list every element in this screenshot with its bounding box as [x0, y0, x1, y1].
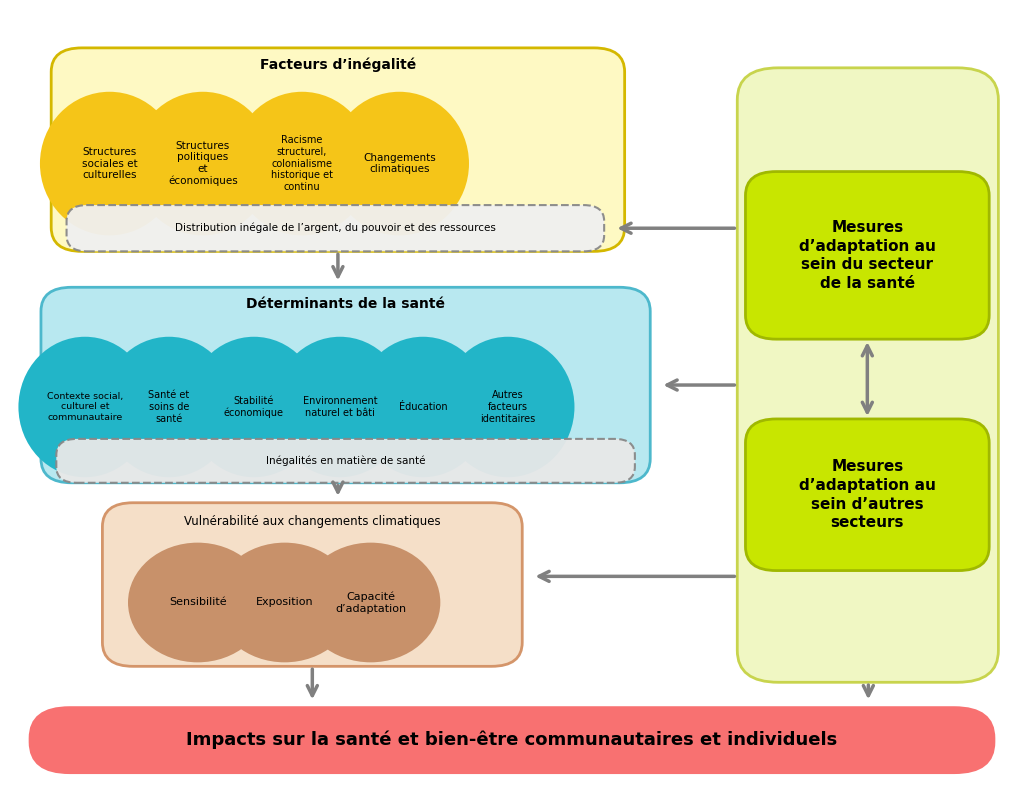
Text: Santé et
soins de
santé: Santé et soins de santé [148, 390, 189, 424]
Text: Mesures
d’adaptation au
sein d’autres
secteurs: Mesures d’adaptation au sein d’autres se… [799, 460, 936, 530]
Text: Sensibilité: Sensibilité [169, 598, 226, 607]
Text: Changements
climatiques: Changements climatiques [362, 152, 436, 175]
Text: Environnement
naturel et bâti: Environnement naturel et bâti [303, 396, 377, 418]
Text: Facteurs d’inégalité: Facteurs d’inégalité [260, 57, 416, 72]
FancyBboxPatch shape [102, 503, 522, 666]
Ellipse shape [215, 543, 354, 662]
Text: Vulnérabilité aux changements climatiques: Vulnérabilité aux changements climatique… [184, 515, 440, 527]
Text: Impacts sur la santé et bien-être communautaires et individuels: Impacts sur la santé et bien-être commun… [186, 731, 838, 749]
Text: Capacité
d’adaptation: Capacité d’adaptation [335, 591, 407, 614]
Text: Éducation: Éducation [398, 402, 447, 412]
Text: Déterminants de la santé: Déterminants de la santé [246, 297, 445, 311]
FancyBboxPatch shape [51, 48, 625, 251]
Ellipse shape [356, 337, 489, 477]
Text: Contexte social,
culturel et
communautaire: Contexte social, culturel et communautai… [47, 392, 123, 422]
Text: Autres
facteurs
identitaires: Autres facteurs identitaires [480, 390, 536, 424]
FancyBboxPatch shape [67, 205, 604, 251]
Ellipse shape [102, 337, 236, 477]
Text: Racisme
structurel,
colonialisme
historique et
continu: Racisme structurel, colonialisme histori… [271, 136, 333, 192]
Text: Distribution inégale de l’argent, du pouvoir et des ressources: Distribution inégale de l’argent, du pou… [175, 223, 496, 234]
Ellipse shape [330, 92, 469, 235]
FancyBboxPatch shape [745, 419, 989, 571]
Text: Stabilité
économique: Stabilité économique [224, 396, 284, 418]
FancyBboxPatch shape [737, 68, 998, 682]
FancyBboxPatch shape [745, 172, 989, 339]
Ellipse shape [273, 337, 407, 477]
FancyBboxPatch shape [29, 706, 995, 774]
FancyBboxPatch shape [41, 287, 650, 483]
Text: Exposition: Exposition [256, 598, 313, 607]
Text: Mesures
d’adaptation au
sein du secteur
de la santé: Mesures d’adaptation au sein du secteur … [799, 220, 936, 290]
Ellipse shape [128, 543, 267, 662]
FancyBboxPatch shape [56, 439, 635, 483]
Text: Structures
sociales et
culturelles: Structures sociales et culturelles [82, 147, 137, 180]
Text: Structures
politiques
et
économiques: Structures politiques et économiques [168, 141, 238, 186]
Text: Inégalités en matière de santé: Inégalités en matière de santé [266, 456, 425, 466]
Ellipse shape [187, 337, 321, 477]
Ellipse shape [301, 543, 440, 662]
Ellipse shape [40, 92, 179, 235]
Ellipse shape [18, 337, 152, 477]
Ellipse shape [133, 92, 272, 235]
Ellipse shape [441, 337, 574, 477]
Ellipse shape [232, 92, 372, 235]
